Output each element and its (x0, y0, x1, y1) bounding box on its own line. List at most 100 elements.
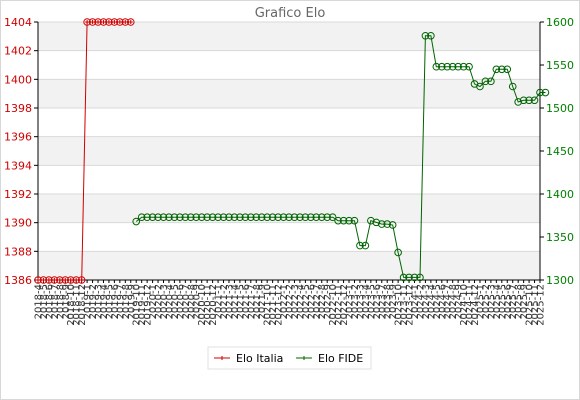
data-point (219, 213, 228, 222)
data-point (323, 213, 331, 222)
data-point (268, 213, 277, 222)
data-point (121, 18, 130, 26)
left-tick-label: 1398 (4, 102, 32, 115)
x-tick-label: 2023-4 (361, 284, 372, 319)
legend[interactable]: Elo Italia Elo FIDE (207, 346, 372, 370)
x-tick-label: 2022-6 (306, 284, 317, 319)
data-point (274, 213, 282, 222)
data-point (132, 217, 141, 226)
x-tick-label: 2024-4 (426, 284, 437, 319)
x-tick-label: 2018-7 (50, 284, 61, 319)
x-tick-label: 2021-10 (263, 284, 274, 326)
data-point (208, 213, 217, 222)
data-point (421, 31, 430, 40)
data-point (377, 220, 386, 228)
x-tick-label: 2024-1 (410, 284, 421, 319)
x-tick-label: 2025-1 (475, 284, 486, 319)
x-tick-label: 2025-10 (525, 284, 536, 326)
x-tick-label: 2024-6 (437, 284, 448, 319)
x-tick-label: 2018-11 (72, 284, 83, 326)
x-tick-label: 2019-10 (132, 284, 143, 326)
data-point (514, 98, 522, 106)
x-tick-label: 2024-5 (432, 284, 443, 319)
x-tick-label: 2020-11 (203, 284, 214, 326)
data-point-cross (52, 278, 57, 282)
data-point (498, 65, 506, 74)
data-point (317, 213, 326, 222)
data-point (154, 213, 162, 222)
x-tick-label: 2024-8 (448, 284, 459, 319)
data-point (110, 18, 119, 26)
x-tick-label: 2023-7 (377, 284, 388, 319)
chart-title: Grafico Elo (255, 6, 326, 21)
data-point (312, 213, 321, 222)
x-tick-label: 2020-1 (148, 284, 159, 319)
left-tick-label: 1404 (4, 16, 32, 29)
x-tick-label: 2022-1 (279, 284, 290, 319)
x-tick-label: 2020-12 (208, 284, 219, 326)
data-point (34, 276, 42, 284)
data-point (307, 213, 315, 222)
plot-bands (38, 22, 540, 280)
left-tick-label: 1402 (4, 45, 32, 58)
x-tick-label: 2020-7 (181, 284, 192, 319)
data-point (83, 18, 91, 26)
data-point (503, 65, 512, 74)
x-tick-label: 2021-7 (246, 284, 257, 319)
x-tick-label: 2022-2 (285, 284, 296, 319)
data-point (301, 213, 310, 222)
x-tick-label: 2023-8 (383, 284, 394, 319)
data-point (285, 213, 293, 222)
data-point (186, 213, 195, 222)
x-tick-label: 2023-9 (388, 284, 399, 319)
data-point (116, 18, 124, 26)
x-tick-label: 2022-3 (290, 284, 301, 319)
data-point (350, 216, 359, 225)
left-tick-label: 1392 (4, 188, 32, 201)
data-point (525, 96, 533, 105)
data-point-cross (117, 20, 122, 24)
data-point (290, 213, 299, 222)
x-tick-label: 2023-12 (405, 284, 416, 326)
data-point (399, 273, 408, 282)
x-tick-label: 2019-6 (110, 284, 121, 319)
x-tick-label: 2023-10 (394, 284, 405, 326)
data-point (137, 213, 146, 222)
x-tick-label: 2022-9 (323, 284, 334, 319)
data-point-cross (41, 278, 46, 282)
data-point-cross (46, 278, 51, 282)
x-tick-label: 2018-9 (61, 284, 72, 319)
data-point (388, 221, 397, 229)
data-point (541, 88, 550, 97)
x-tick-label: 2024-9 (454, 284, 465, 319)
x-tick-label: 2025-9 (519, 284, 530, 319)
data-point (459, 62, 468, 71)
x-tick-label: 2019-3 (94, 284, 105, 319)
x-tick-label: 2023-3 (355, 284, 366, 319)
x-tick-label: 2022-5 (301, 284, 312, 319)
data-point (263, 213, 271, 222)
x-tick-label: 2022-7 (312, 284, 323, 319)
data-point (241, 213, 250, 222)
data-point (170, 213, 179, 222)
x-tick-label: 2021-11 (268, 284, 279, 326)
data-point (334, 216, 342, 225)
data-point (56, 276, 64, 284)
x-tick-label: 2025-12 (536, 284, 547, 326)
data-point (148, 213, 157, 222)
x-tick-label: 2019-12 (143, 284, 154, 326)
data-point (236, 213, 244, 222)
plot-band (38, 22, 540, 51)
data-point (214, 213, 222, 222)
data-point (77, 276, 86, 284)
x-tick-label: 2025-2 (481, 284, 492, 319)
data-point (508, 82, 517, 91)
x-tick-label: 2024-12 (470, 284, 481, 326)
x-tick-label: 2022-12 (339, 284, 350, 326)
plot-band (38, 79, 540, 108)
x-tick-label: 2020-4 (164, 284, 175, 319)
x-tick-label: 2024-7 (443, 284, 454, 319)
x-tick-label: 2018-12 (77, 284, 88, 326)
data-point (356, 241, 364, 250)
